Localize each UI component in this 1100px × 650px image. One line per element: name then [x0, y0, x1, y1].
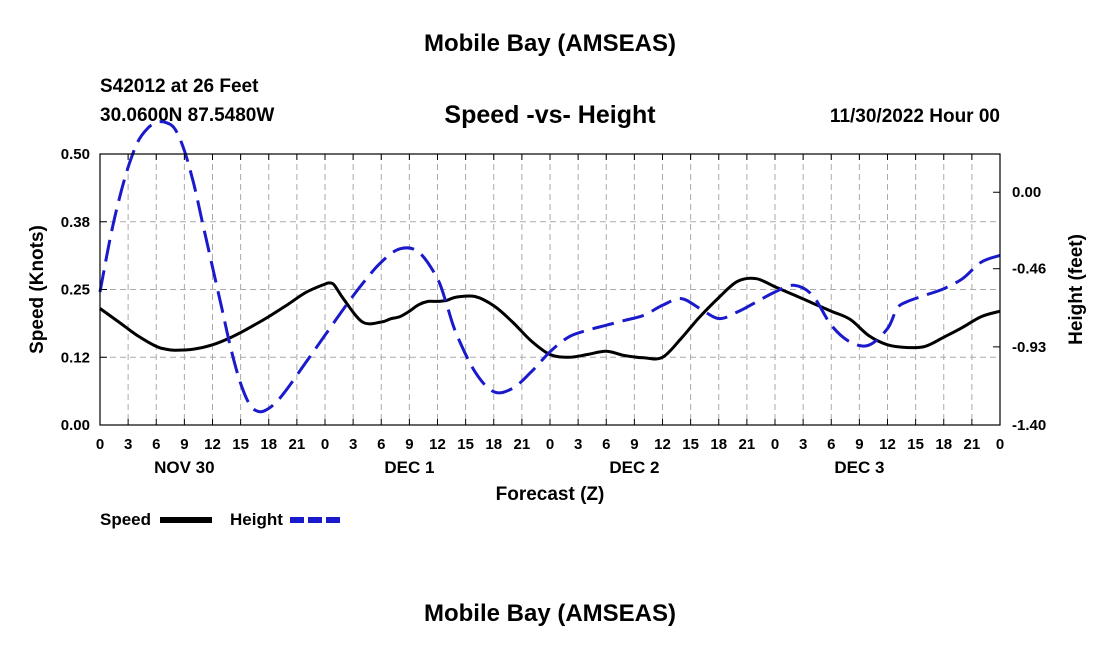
x-tick-label: 18 [710, 436, 727, 453]
x-tick-label: 21 [514, 436, 531, 453]
height-series-line [98, 120, 1001, 414]
x-tick-label: 3 [124, 436, 132, 453]
x-tick-label: 18 [935, 436, 952, 453]
y-left-axis-label: Speed (Knots) [27, 225, 48, 354]
x-tick-label: 21 [289, 436, 306, 453]
speed-series-line [99, 276, 1001, 361]
y-left-tick-label: 0.50 [61, 146, 90, 163]
x-tick-label: 15 [682, 436, 699, 453]
x-tick-label: 9 [855, 436, 863, 453]
x-tick-label: 12 [204, 436, 221, 453]
x-tick-label: 18 [260, 436, 277, 453]
chart-title: Speed -vs- Height [444, 101, 656, 129]
y-right-tick-label: -0.46 [1012, 261, 1046, 278]
x-tick-label: 15 [907, 436, 924, 453]
x-tick-label: 9 [405, 436, 413, 453]
y-right-tick-label: -1.40 [1012, 417, 1046, 434]
y-left-tick-label: 0.25 [61, 282, 90, 299]
x-tick-label: 0 [546, 436, 554, 453]
y-right-tick-label: 0.00 [1012, 184, 1041, 201]
y-left-tick-label: 0.38 [61, 214, 90, 231]
x-tick-label: 12 [879, 436, 896, 453]
run-time-label: 11/30/2022 Hour 00 [829, 106, 1000, 127]
day-label: DEC 2 [609, 458, 659, 477]
x-tick-label: 3 [574, 436, 582, 453]
legend-speed-label: Speed [100, 510, 151, 529]
main-title: Mobile Bay (AMSEAS) [423, 30, 677, 57]
coordinates-label: 30.0600N 87.5480W [100, 105, 275, 126]
day-label: DEC 1 [384, 458, 434, 477]
x-tick-label: 18 [485, 436, 502, 453]
x-tick-label: 15 [232, 436, 249, 453]
day-label: NOV 30 [154, 458, 214, 477]
x-tick-label: 15 [457, 436, 474, 453]
x-tick-label: 9 [630, 436, 638, 453]
x-tick-label: 6 [377, 436, 385, 453]
x-tick-label: 0 [321, 436, 329, 453]
x-tick-label: 3 [799, 436, 807, 453]
grid-lines [100, 154, 1000, 425]
x-axis-label: Forecast (Z) [496, 484, 605, 505]
x-tick-label: 21 [964, 436, 981, 453]
axes-layer: 0 3 6 9 12 15 18 21 0 3 6 9 12 15 18 21 0 3 6 9 12 15 18 21 0 3 6 9… [27, 146, 1087, 505]
x-tick-label: 6 [827, 436, 835, 453]
y-left-tick-label: 0.00 [61, 417, 90, 434]
series-layer [98, 120, 1001, 414]
x-tick-label: 0 [96, 436, 104, 453]
station-label: S42012 at 26 Feet [100, 76, 259, 97]
x-tick-label: 6 [152, 436, 160, 453]
x-tick-label: 12 [654, 436, 671, 453]
legend: Speed Height [100, 510, 342, 529]
x-tick-label: 6 [602, 436, 610, 453]
x-tick-label: 21 [739, 436, 756, 453]
x-tick-label: 0 [771, 436, 779, 453]
day-label: DEC 3 [834, 458, 884, 477]
x-tick-label: 0 [996, 436, 1004, 453]
x-tick-label: 3 [349, 436, 357, 453]
footer-title: Mobile Bay (AMSEAS) [423, 600, 677, 627]
x-tick-label: 12 [429, 436, 446, 453]
x-tick-label: 9 [180, 436, 188, 453]
y-right-axis-label: Height (feet) [1066, 234, 1087, 345]
legend-height-label: Height [230, 510, 283, 529]
y-right-tick-label: -0.93 [1012, 339, 1046, 356]
y-left-tick-label: 0.12 [61, 349, 90, 366]
